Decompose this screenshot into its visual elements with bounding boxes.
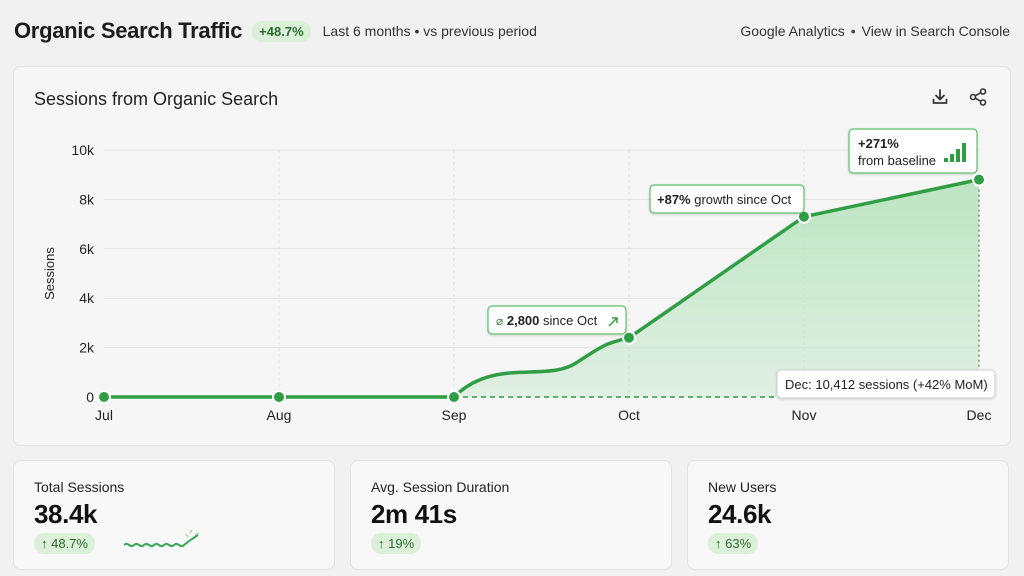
y-tick-label: 10k (71, 142, 95, 158)
x-tick-label: Jul (95, 407, 113, 423)
x-tick-label: Nov (792, 407, 817, 423)
header-links: Google Analytics • View in Search Consol… (740, 23, 1010, 39)
arrow-up-right-icon (608, 317, 618, 327)
dec-tooltip (776, 369, 996, 399)
link-separator: • (850, 23, 856, 39)
page-title: Organic Search Traffic (14, 18, 243, 43)
sessions-chart-card: Sessions from Organic Search 0 2k 4k 6k 8k 10… (13, 66, 1011, 446)
data-point (272, 390, 286, 404)
y-tick-label: 8k (79, 191, 95, 207)
stat-label: Total Sessions (34, 479, 125, 495)
x-tick-label: Oct (618, 407, 640, 423)
area-fill (104, 179, 979, 397)
period-subtitle: Last 6 months • vs previous period (322, 23, 537, 39)
stat-card-total-sessions: Total Sessions 38.4k ↑ 48.7% (13, 460, 335, 570)
oct-callout (487, 305, 627, 335)
dec-callout-line2: from baseline (858, 153, 936, 168)
x-tick-label: Sep (442, 407, 467, 423)
bar-chart-icon (944, 158, 948, 162)
stat-value: 38.4k (34, 499, 98, 529)
dec-tooltip-text: Dec: 10,412 sessions (+42% MoM) (785, 377, 988, 392)
download-icon[interactable] (930, 87, 950, 107)
y-tick-label: 2k (79, 340, 95, 356)
search-console-link[interactable]: View in Search Console (861, 23, 1010, 39)
stat-card-new-users: New Users 24.6k ↑ 63% (687, 460, 1009, 570)
nov-callout-text: +87% growth since Oct (657, 192, 791, 207)
stat-value: 24.6k (708, 499, 772, 529)
y-axis-label: Sessions (42, 247, 57, 300)
oct-callout-text: ⌀ 2,800 since Oct (496, 313, 598, 328)
growth-badge: +48.7% (252, 20, 311, 42)
sessions-area-chart: 0 2k 4k 6k 8k 10k Sessions Jul Aug Sep Oct Nov Dec ⌀ … (42, 128, 996, 423)
stat-label: New Users (708, 479, 777, 495)
x-tick-label: Dec (967, 407, 992, 423)
share-icon[interactable] (968, 87, 988, 107)
stat-value: 2m 41s (371, 499, 457, 529)
sparkline-icon (124, 529, 200, 548)
nov-callout (649, 184, 805, 214)
data-point (622, 330, 636, 345)
bar-chart-icon (962, 143, 966, 162)
data-point (447, 390, 461, 404)
page-header: Organic Search Traffic +48.7% Last 6 mon… (14, 16, 1010, 46)
y-tick-label: 0 (86, 389, 94, 405)
x-tick-label: Aug (267, 407, 292, 423)
series-line (104, 177, 980, 399)
data-point (97, 390, 111, 404)
stat-delta-badge: ↑ 63% (708, 533, 759, 554)
bar-chart-icon (956, 149, 960, 162)
stat-card-avg-duration: Avg. Session Duration 2m 41s ↑ 19% (350, 460, 672, 570)
y-tick-label: 4k (79, 290, 95, 306)
y-tick-label: 6k (79, 241, 95, 257)
bar-chart-icon (950, 154, 954, 162)
google-analytics-link[interactable]: Google Analytics (740, 23, 845, 39)
stat-delta-badge: ↑ 19% (371, 533, 422, 554)
dec-callout-line1: +271% (858, 136, 899, 151)
chart-card-title: Sessions from Organic Search (34, 89, 279, 109)
data-point (972, 172, 986, 187)
stat-label: Avg. Session Duration (371, 479, 510, 495)
card-actions (930, 87, 988, 107)
stat-delta-badge: ↑ 48.7% (34, 533, 95, 554)
